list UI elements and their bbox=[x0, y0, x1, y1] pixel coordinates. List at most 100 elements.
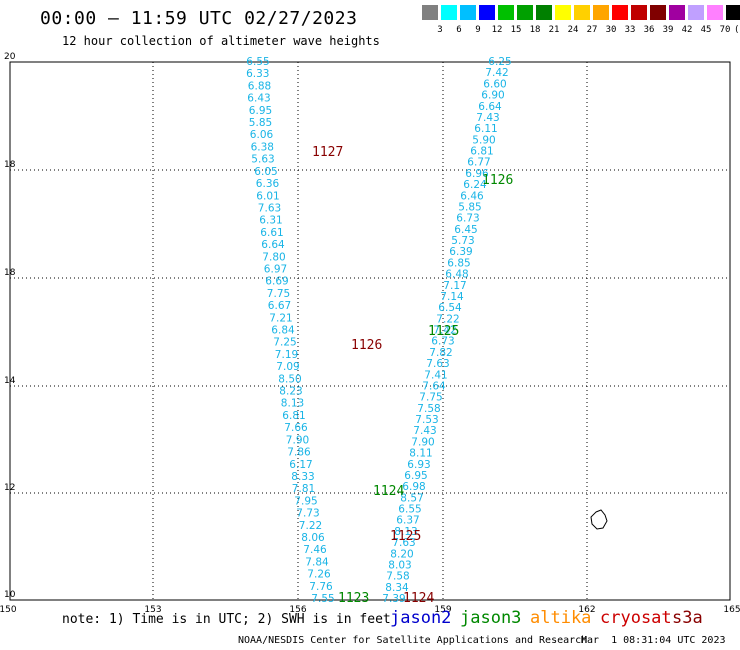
swh-value: 7.53 bbox=[415, 414, 438, 426]
swh-value: 6.55 bbox=[246, 56, 269, 68]
sat-legend-jason2: jason2 bbox=[390, 608, 452, 628]
swh-value: 7.95 bbox=[294, 495, 317, 507]
swh-value: 7.63 bbox=[426, 358, 449, 370]
sat-legend-s3a: s3a bbox=[672, 608, 703, 628]
scale-label: 15 bbox=[510, 25, 522, 35]
swh-value: 6.81 bbox=[282, 410, 305, 422]
swh-value: 5.85 bbox=[249, 117, 272, 129]
swh-value: 7.66 bbox=[284, 422, 308, 434]
swh-value: 8.50 bbox=[278, 373, 301, 385]
pass-labels: 1127 1126 1126 1125 1124 1125 1123 1124 bbox=[312, 145, 513, 606]
swh-value: 7.76 bbox=[309, 581, 333, 593]
swh-value: 7.63 bbox=[392, 537, 415, 549]
map-title: 00:00 – 11:59 UTC 02/27/2023 bbox=[40, 8, 358, 29]
swh-value: 5.85 bbox=[458, 201, 481, 213]
scale-label: 27 bbox=[586, 25, 598, 35]
swh-value: 6.95 bbox=[249, 105, 272, 117]
pass-label: 1123 bbox=[338, 591, 369, 606]
track-track-a: 6.556.336.886.436.955.856.066.385.636.05… bbox=[246, 56, 335, 605]
swh-value: 7.41 bbox=[424, 369, 447, 381]
scale-swatch bbox=[650, 5, 666, 20]
y-tick-label: 14 bbox=[4, 376, 16, 386]
swh-value: 7.26 bbox=[307, 569, 331, 581]
swh-value: 6.98 bbox=[402, 481, 425, 493]
swh-value: 6.06 bbox=[250, 129, 274, 141]
swh-value: 6.73 bbox=[431, 336, 454, 348]
swh-value: 6.17 bbox=[289, 459, 312, 471]
swh-value: 6.33 bbox=[246, 68, 269, 80]
scale-swatch bbox=[498, 5, 514, 20]
swh-value: 7.63 bbox=[258, 202, 281, 214]
swh-value: 7.82 bbox=[429, 347, 452, 359]
x-tick-label: 162 bbox=[578, 605, 595, 615]
scale-swatch bbox=[479, 5, 495, 20]
swh-value: 8.34 bbox=[385, 582, 409, 594]
swh-value: 6.54 bbox=[438, 302, 462, 314]
swh-value: 6.61 bbox=[260, 227, 283, 239]
swh-value: 6.93 bbox=[407, 459, 430, 471]
swh-value: 6.69 bbox=[265, 276, 288, 288]
swh-value: 7.43 bbox=[476, 112, 499, 124]
scale-swatch bbox=[536, 5, 552, 20]
swh-value: 7.22 bbox=[436, 313, 459, 325]
swh-value: 8.20 bbox=[390, 548, 413, 560]
swh-value: 7.58 bbox=[386, 571, 409, 583]
y-tick-label: 18 bbox=[4, 268, 16, 278]
altimeter-tracks: 6.556.336.886.436.955.856.066.385.636.05… bbox=[246, 56, 512, 605]
generated-timestamp: Mar 1 08:31:04 UTC 2023 bbox=[581, 635, 726, 646]
scale-label: 39 bbox=[662, 25, 674, 35]
x-tick-label: 165 bbox=[723, 605, 740, 615]
swh-value: 6.88 bbox=[248, 80, 271, 92]
pass-label: 1125 bbox=[428, 324, 459, 339]
swh-value: 8.03 bbox=[388, 559, 411, 571]
scale-label: 70 bbox=[719, 25, 731, 35]
swh-value: 7.19 bbox=[275, 349, 298, 361]
swh-value: 7.25 bbox=[273, 337, 296, 349]
pass-label: 1124 bbox=[373, 484, 404, 499]
swh-value: 8.13 bbox=[394, 526, 417, 538]
swh-value: 7.39 bbox=[382, 593, 405, 605]
track-track-b: 6.257.426.606.906.647.436.115.906.816.77… bbox=[382, 56, 511, 605]
swh-value: 7.22 bbox=[299, 520, 322, 532]
swh-value: 6.96 bbox=[465, 168, 489, 180]
y-tick-label: 12 bbox=[4, 483, 15, 493]
swh-value: 7.80 bbox=[262, 251, 285, 263]
swh-value: 7.75 bbox=[267, 288, 290, 300]
swh-value: 6.90 bbox=[481, 90, 504, 102]
swh-value: 6.64 bbox=[261, 239, 285, 251]
swh-value: 6.85 bbox=[447, 257, 470, 269]
x-tick-label: 159 bbox=[434, 605, 451, 615]
swh-value: 7.43 bbox=[413, 425, 436, 437]
y-tick-label: 18 bbox=[4, 160, 16, 170]
swh-value: 7.42 bbox=[485, 67, 508, 79]
swh-value: 6.11 bbox=[474, 123, 497, 135]
scale-label: 33 bbox=[624, 25, 636, 35]
swh-value: 8.23 bbox=[279, 386, 302, 398]
scale-swatch bbox=[593, 5, 609, 20]
swh-value: 7.21 bbox=[269, 312, 292, 324]
swh-value: 8.11 bbox=[409, 448, 432, 460]
y-tick-label: 20 bbox=[4, 52, 16, 62]
swh-value: 8.13 bbox=[281, 398, 304, 410]
scale-swatch bbox=[422, 5, 438, 20]
swh-value: 6.01 bbox=[256, 190, 279, 202]
credit-line: NOAA/NESDIS Center for Satellite Applica… bbox=[238, 635, 588, 646]
scale-swatch bbox=[517, 5, 533, 20]
swh-value: 7.90 bbox=[411, 436, 434, 448]
swh-value: 6.36 bbox=[256, 178, 280, 190]
scale-label: 45 bbox=[700, 25, 712, 35]
scale-swatch bbox=[555, 5, 571, 20]
swh-value: 5.73 bbox=[451, 235, 474, 247]
pass-label: 1124 bbox=[403, 591, 434, 606]
scale-swatch bbox=[669, 5, 685, 20]
scale-label: 21 bbox=[548, 25, 560, 35]
swh-value: 6.45 bbox=[454, 224, 477, 236]
swh-value: 6.60 bbox=[483, 78, 506, 90]
swh-value: 8.06 bbox=[301, 532, 325, 544]
swh-value: 7.46 bbox=[303, 544, 327, 556]
swh-value: 6.81 bbox=[470, 146, 493, 158]
pass-label: 1127 bbox=[312, 145, 343, 160]
land-feature bbox=[590, 509, 608, 530]
swh-value: 7.14 bbox=[440, 291, 464, 303]
swh-value: 7.84 bbox=[305, 556, 329, 568]
